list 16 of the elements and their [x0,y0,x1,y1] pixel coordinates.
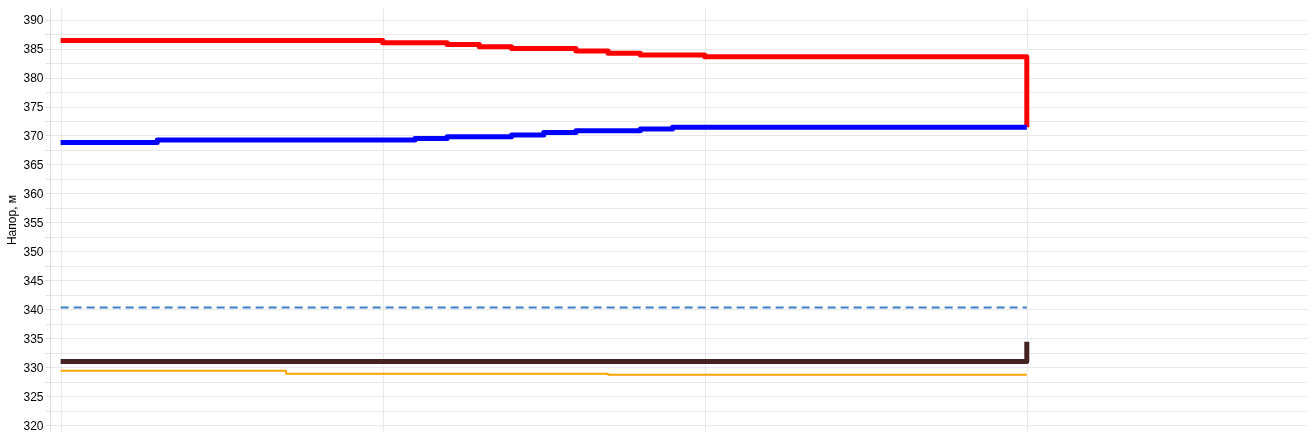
y-tick-label: 365 [23,157,44,172]
y-tick-label: 355 [23,215,44,230]
y-tick-label: 345 [23,273,44,288]
y-tick-label: 350 [23,244,44,259]
y-tick-label: 330 [23,360,44,375]
y-tick-label: 320 [23,418,44,433]
y-tick-label: 390 [23,13,44,28]
y-tick-label: 375 [23,100,44,115]
y-tick-label: 340 [23,302,44,317]
y-axis-title: Напор, м [5,194,20,246]
y-tick-label: 385 [23,42,44,57]
y-tick-label: 360 [23,186,44,201]
y-tick-label: 335 [23,331,44,346]
y-tick-label: 380 [23,71,44,86]
y-tick-label: 325 [23,389,44,404]
y-tick-label: 370 [23,128,44,143]
